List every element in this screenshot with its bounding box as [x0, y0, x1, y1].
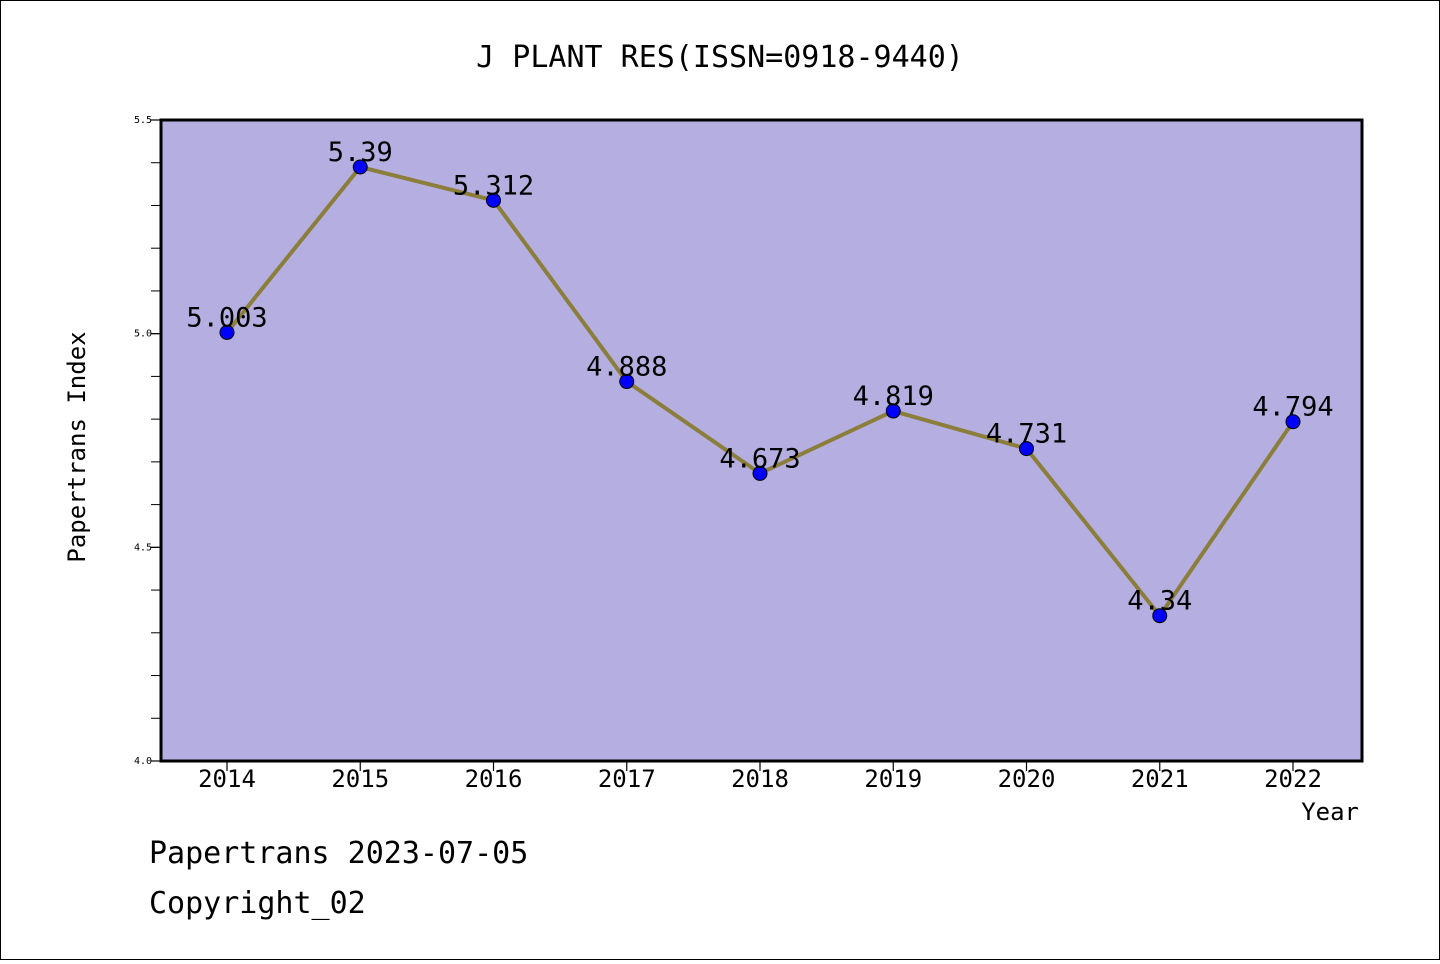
x-axis-label: Year	[1301, 798, 1359, 826]
y-axis-ticks: 4.0 4.5 5.0 5.5	[134, 115, 161, 767]
x-tick-label: 2018	[731, 765, 789, 793]
data-label: 4.819	[853, 381, 934, 412]
series-group: 5.003 5.39 5.312 4.888 4.673 4.819 4.731 4.34 4.…	[186, 137, 1334, 624]
x-tick-label: 2020	[998, 765, 1056, 793]
x-tick-label: 2016	[465, 765, 523, 793]
data-point	[619, 374, 635, 390]
y-axis-label: Papertrans Index	[63, 331, 91, 562]
y-tick-label: 4.5	[134, 542, 152, 553]
chart-title: J PLANT RES(ISSN=0918-9440)	[476, 40, 964, 75]
data-point	[352, 159, 368, 175]
data-point	[1285, 414, 1301, 430]
data-label: 4.794	[1252, 392, 1333, 423]
data-label: 5.39	[328, 137, 393, 168]
data-label: 4.731	[986, 419, 1067, 450]
x-tick-label: 2019	[864, 765, 922, 793]
data-label: 4.34	[1127, 586, 1192, 617]
data-label: 4.673	[719, 443, 800, 474]
data-label: 4.888	[586, 352, 667, 383]
plot-area	[159, 118, 1364, 763]
y-tick-label: 5.5	[134, 115, 152, 126]
x-tick-label: 2015	[331, 765, 389, 793]
data-point	[752, 465, 768, 481]
data-label: 5.312	[453, 170, 534, 201]
data-point	[486, 192, 501, 208]
x-tick-label: 2022	[1264, 765, 1322, 793]
y-tick-label: 4.0	[134, 756, 152, 767]
data-point	[1019, 441, 1034, 457]
data-point	[219, 324, 235, 340]
footer-copyright: Copyright_02	[149, 886, 366, 921]
data-label: 5.003	[186, 302, 267, 333]
data-point	[885, 403, 901, 419]
x-tick-label: 2017	[598, 765, 656, 793]
x-tick-label: 2021	[1131, 765, 1189, 793]
footer-date: Papertrans 2023-07-05	[149, 836, 528, 871]
y-tick-label: 5.0	[134, 329, 152, 340]
data-point	[1152, 608, 1168, 624]
x-axis-ticks: 2014 2015 2016 2017 2018 2019 2020 2021 2022	[198, 761, 1322, 793]
x-tick-label: 2014	[198, 765, 256, 793]
